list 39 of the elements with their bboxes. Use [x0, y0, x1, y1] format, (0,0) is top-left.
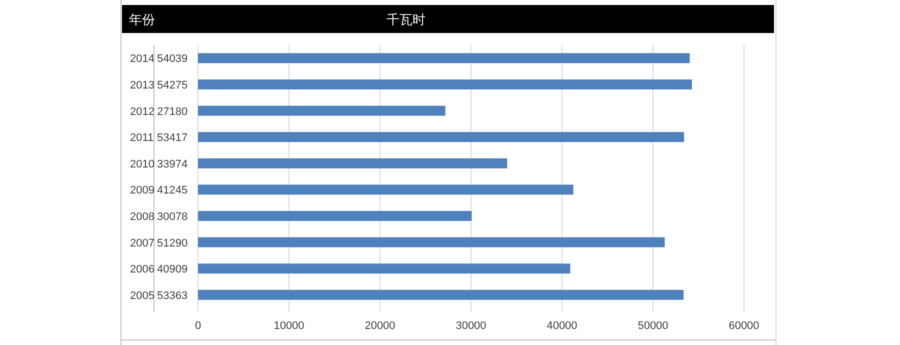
y-tick-label: 2013	[130, 79, 154, 92]
y-tick-label: 2005	[130, 290, 154, 302]
data-label: 54039	[157, 53, 188, 66]
data-label: 27180	[157, 106, 188, 118]
x-tick-label: 30000	[456, 320, 486, 332]
bar	[198, 237, 665, 248]
y-tick-label: 2009	[130, 184, 154, 197]
bar	[198, 290, 684, 300]
data-label: 30078	[157, 210, 188, 223]
data-label: 53417	[157, 132, 188, 144]
x-tick-label: 40000	[546, 320, 578, 332]
y-tick-label: 2012	[130, 106, 154, 118]
y-tick-label: 2010	[130, 158, 154, 170]
y-tick-label: 2007	[130, 237, 154, 250]
y-tick-label: 2008	[130, 210, 154, 223]
bar	[198, 158, 508, 168]
data-label: 41245	[157, 184, 188, 197]
y-tick-label: 2014	[130, 53, 154, 66]
bar	[198, 210, 472, 221]
data-label: 33974	[157, 158, 188, 170]
bar	[198, 264, 570, 274]
x-tick-label: 20000	[364, 320, 396, 332]
x-tick-label: 50000	[638, 320, 668, 332]
bar	[198, 132, 684, 142]
data-label: 53363	[157, 290, 188, 302]
bar	[198, 106, 446, 116]
data-label: 51290	[157, 237, 188, 250]
bar	[198, 184, 574, 195]
data-label: 40909	[157, 264, 188, 276]
y-axis-title: 年份	[129, 12, 155, 27]
chart-title: 千瓦时	[386, 12, 426, 27]
x-tick-label: 10000	[274, 320, 304, 332]
data-label: 54275	[157, 79, 188, 92]
x-tick-label: 0	[194, 320, 202, 332]
bar	[198, 79, 692, 90]
bar	[198, 53, 690, 64]
y-tick-label: 2006	[130, 264, 154, 276]
x-tick-label: 60000	[728, 320, 760, 332]
y-tick-label: 2011	[130, 132, 154, 144]
